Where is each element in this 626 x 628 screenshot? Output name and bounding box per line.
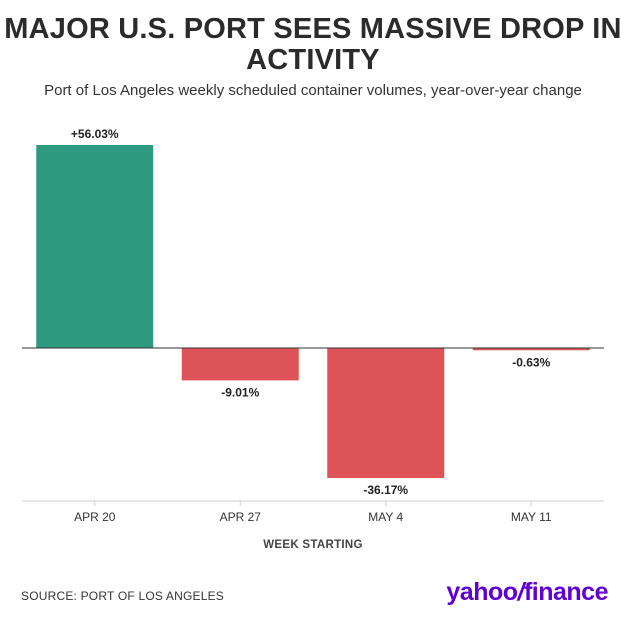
logo-suffix: finance xyxy=(523,578,609,606)
bar-may-4 xyxy=(327,348,445,478)
x-tick-label: APR 20 xyxy=(74,510,116,524)
yahoo-finance-logo: yahoo/finance xyxy=(446,578,608,607)
x-tick-label: MAY 11 xyxy=(511,510,552,524)
bar-apr-27 xyxy=(181,348,299,381)
data-label: -36.17% xyxy=(363,483,408,497)
x-tick-label: MAY 4 xyxy=(368,510,403,524)
data-label: +56.03% xyxy=(71,127,119,141)
source-note: SOURCE: PORT OF LOS ANGELES xyxy=(21,589,225,603)
logo-separator: / xyxy=(517,578,525,606)
chart-subtitle: Port of Los Angeles weekly scheduled con… xyxy=(44,82,582,99)
data-label: -9.01% xyxy=(221,385,259,399)
x-tick-label: APR 27 xyxy=(220,510,262,524)
bar-apr-20 xyxy=(36,145,154,348)
logo-word: yahoo xyxy=(446,578,518,606)
chart-title: MAJOR U.S. PORT SEES MASSIVE DROP IN ACT… xyxy=(4,13,622,76)
data-label: -0.63% xyxy=(512,355,550,369)
x-axis-title: WEEK STARTING xyxy=(263,539,363,551)
bar-may-11 xyxy=(472,348,590,351)
